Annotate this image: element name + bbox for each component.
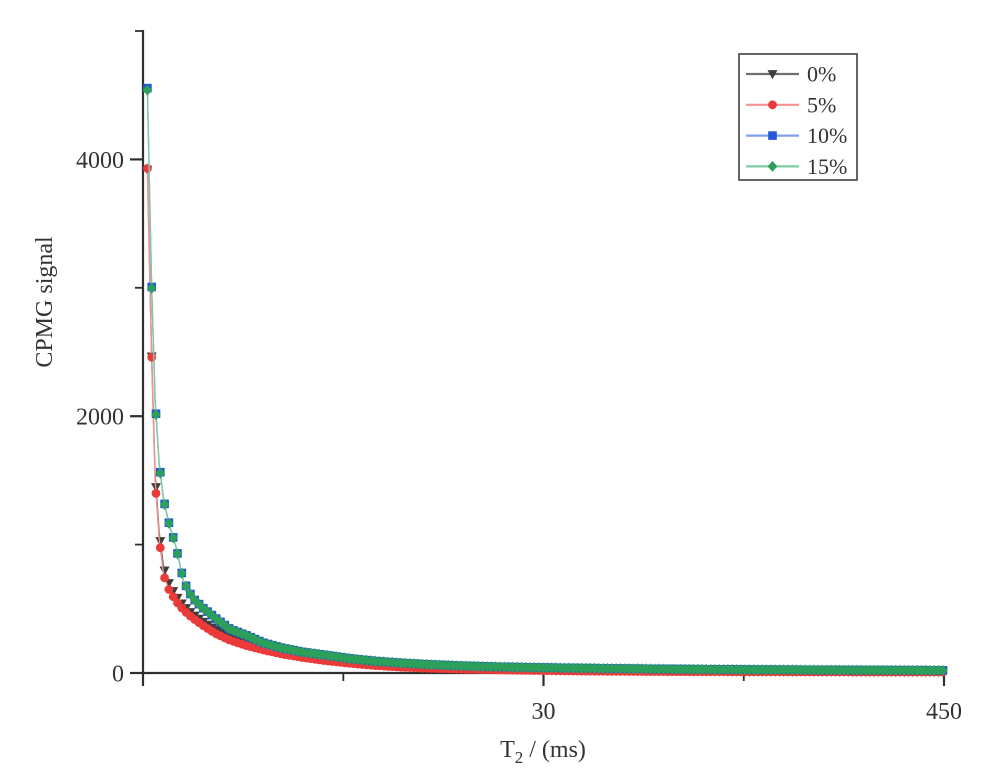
data-marker-circle xyxy=(164,585,174,594)
series-line xyxy=(146,169,945,673)
x-tick-label: 450 xyxy=(926,699,962,725)
data-marker-diamond xyxy=(327,650,338,662)
labels-layer: CPMG signal T2 / (ms) xyxy=(32,236,586,767)
series-layer xyxy=(142,83,948,677)
x-axis-title-sub: 2 xyxy=(515,748,524,767)
data-marker-diamond xyxy=(151,409,161,421)
x-axis-title-base: T xyxy=(500,737,515,763)
legend-label: 15% xyxy=(807,154,847,179)
data-marker-diamond xyxy=(142,84,153,96)
data-marker-diamond xyxy=(189,594,200,606)
data-marker-diamond xyxy=(767,160,778,172)
legend-item-10pct: 10% xyxy=(746,123,847,148)
data-marker-diamond xyxy=(172,548,183,560)
data-marker-diamond xyxy=(241,630,252,641)
data-marker-diamond xyxy=(271,641,282,653)
data-marker-diamond xyxy=(336,651,346,663)
data-marker-diamond xyxy=(284,644,295,655)
y-tick-label: 0 xyxy=(112,662,124,688)
legend-item-0pct: 0% xyxy=(746,62,836,87)
data-marker-diamond xyxy=(228,625,239,637)
series-15pct xyxy=(142,84,948,676)
data-marker-diamond xyxy=(250,633,260,645)
y-tick-label: 2000 xyxy=(76,405,124,431)
data-marker-triangle-down xyxy=(767,70,778,80)
data-marker-triangle-down xyxy=(159,566,170,576)
data-marker-diamond xyxy=(306,647,316,659)
data-marker-diamond xyxy=(211,613,221,625)
x-axis-title: T2 / (ms) xyxy=(500,737,586,767)
y-tick-label: 4000 xyxy=(76,148,124,174)
data-marker-triangle-down xyxy=(155,537,166,547)
data-marker-diamond xyxy=(181,580,191,592)
data-marker-diamond xyxy=(232,626,243,638)
data-marker-diamond xyxy=(293,645,303,657)
data-marker-square xyxy=(768,131,777,140)
legend-item-5pct: 5% xyxy=(746,92,836,117)
data-marker-diamond xyxy=(155,467,166,479)
data-marker-diamond xyxy=(207,609,217,621)
legend-label: 0% xyxy=(807,62,836,87)
data-marker-diamond xyxy=(185,588,196,600)
data-marker-diamond xyxy=(198,602,209,614)
data-marker-circle xyxy=(768,100,777,110)
data-marker-circle xyxy=(155,543,165,553)
data-marker-diamond xyxy=(168,532,178,544)
data-marker-circle xyxy=(160,573,170,583)
y-axis-title: CPMG signal xyxy=(32,236,58,368)
data-marker-circle xyxy=(147,352,157,362)
legend: 0% 5% 10% 15% xyxy=(738,53,858,181)
data-marker-diamond xyxy=(159,499,170,510)
data-marker-diamond xyxy=(146,282,157,294)
data-marker-diamond xyxy=(263,638,273,650)
series-0pct xyxy=(142,165,948,677)
data-marker-circle xyxy=(151,489,161,498)
data-marker-circle xyxy=(168,592,178,602)
data-marker-diamond xyxy=(164,517,174,529)
x-tick-label: 30 xyxy=(532,699,556,725)
series-line xyxy=(146,168,944,673)
data-marker-diamond xyxy=(220,619,230,631)
data-marker-diamond xyxy=(177,567,187,579)
legend-label: 10% xyxy=(807,123,847,148)
legend-label: 5% xyxy=(807,92,836,117)
x-axis-title-rest: / (ms) xyxy=(523,737,586,763)
data-marker-diamond xyxy=(314,648,325,660)
legend-item-15pct: 15% xyxy=(746,154,847,179)
series-5pct xyxy=(143,164,948,677)
data-marker-circle xyxy=(143,164,152,173)
data-marker-diamond xyxy=(938,664,948,676)
